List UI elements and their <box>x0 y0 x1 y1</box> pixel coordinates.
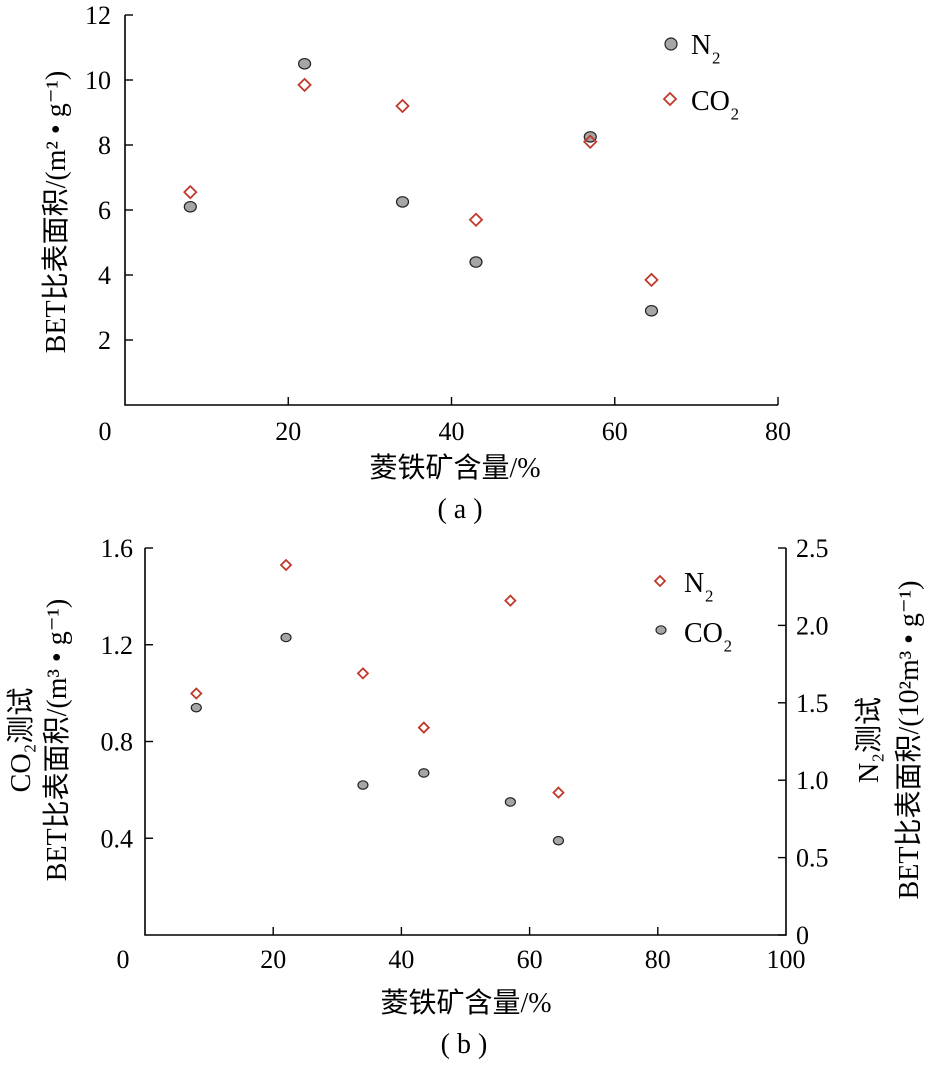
co2-point <box>280 632 292 643</box>
y-left-tick-label: 1.6 <box>101 534 134 563</box>
co2-point <box>504 797 516 807</box>
panel-b-ylabel-right-line2: BET比表面积/(10²m³ • g⁻¹) <box>893 581 925 900</box>
co2-point <box>552 835 565 846</box>
y-tick-label: 12 <box>85 1 111 30</box>
legend-co2-circle-marker <box>655 625 667 635</box>
y-left-tick-label: 0.4 <box>101 824 134 853</box>
panel-b-axes <box>144 548 787 936</box>
y-right-tick-label: 0.5 <box>796 844 829 873</box>
y-tick-label: 4 <box>98 261 111 290</box>
panel-a-axes <box>124 15 778 406</box>
x-tick-label: 20 <box>260 945 286 974</box>
co2-point <box>357 780 369 790</box>
y-tick-label: 2 <box>98 326 111 355</box>
x-tick-label: 100 <box>767 945 806 974</box>
legend-n2-label: N₂ <box>691 30 721 65</box>
n2-point <box>552 786 565 799</box>
co2-point <box>644 272 659 288</box>
x-tick-label: 0 <box>117 945 130 974</box>
panel-a-points <box>183 57 659 317</box>
panel-a-ticks: 0 20 40 60 80 2 4 6 8 10 12 <box>85 1 791 446</box>
y-left-tick-label: 1.2 <box>101 631 134 660</box>
x-tick-label: 0 <box>99 417 112 446</box>
panel-b-caption: ( b ) <box>441 1029 488 1060</box>
n2-point <box>297 57 312 70</box>
legend-co2-label: CO₂ <box>691 86 740 121</box>
legend-n2-diamond-marker <box>653 574 667 588</box>
legend-n2-label: N₂ <box>684 568 714 603</box>
y-tick-label: 10 <box>85 66 111 95</box>
n2-point <box>504 594 517 607</box>
co2-point <box>183 184 198 200</box>
y-right-tick-label: 2.0 <box>796 611 829 640</box>
panel-a-legend: N₂ CO₂ <box>662 30 740 121</box>
panel-b-ticks: 0 20 40 60 80 100 0.4 0.8 1.2 1.6 0 0.5 1.0 1.5 2.0 2.5 <box>101 534 829 974</box>
panel-a-caption: ( a ) <box>437 494 482 525</box>
legend-n2-circle-marker <box>664 37 678 51</box>
co2-point <box>395 98 410 114</box>
panel-a-ylabel: BET比表面积/(m² • g⁻¹) <box>40 71 72 353</box>
y-right-tick-label: 1.0 <box>796 766 829 795</box>
panel-b-ylabel-right-line1: N₂测试 <box>853 697 885 783</box>
x-tick-label: 20 <box>275 417 301 446</box>
co2-point <box>582 134 598 150</box>
co2-point <box>190 702 202 713</box>
y-tick-label: 6 <box>98 196 111 225</box>
panel-b-points <box>190 558 565 846</box>
x-tick-label: 60 <box>602 417 628 446</box>
co2-point <box>418 768 430 778</box>
y-right-tick-label: 2.5 <box>796 534 829 563</box>
y-left-tick-label: 0.8 <box>101 728 134 757</box>
n2-point <box>183 200 197 213</box>
n2-point <box>644 304 659 317</box>
x-tick-label: 80 <box>765 417 791 446</box>
panel-b-ylabel-left-line1: CO₂测试 <box>5 688 37 793</box>
y-tick-label: 8 <box>98 131 111 160</box>
panel-b-xlabel: 菱铁矿含量/% <box>380 987 551 1019</box>
panel-a-xlabel: 菱铁矿含量/% <box>369 452 540 484</box>
y-right-tick-label: 1.5 <box>796 689 829 718</box>
x-tick-label: 80 <box>645 945 671 974</box>
n2-point <box>469 256 483 268</box>
n2-point <box>395 196 410 208</box>
panel-b-legend: N₂ CO₂ <box>653 568 733 653</box>
x-tick-label: 40 <box>388 945 414 974</box>
co2-point <box>297 77 312 93</box>
co2-point <box>468 212 484 228</box>
legend-co2-diamond-marker <box>662 91 678 107</box>
n2-point <box>190 687 203 700</box>
panel-b-chart: 0 20 40 60 80 100 0.4 0.8 1.2 1.6 0 0.5 1.0 1.5 2.0 2.5… <box>5 534 925 1060</box>
n2-point <box>356 667 370 680</box>
panel-b-ylabel-left-line2: BET比表面积/(m³ • g⁻¹) <box>41 599 73 881</box>
y-right-tick-label: 0 <box>796 921 809 950</box>
panel-a-chart: 0 20 40 60 80 2 4 6 8 10 12 BET比表面积/(m² • g⁻¹) 菱铁矿… <box>40 1 791 525</box>
x-tick-label: 40 <box>439 417 465 446</box>
n2-point <box>417 721 431 734</box>
x-tick-label: 60 <box>517 945 543 974</box>
legend-co2-label: CO₂ <box>684 618 733 653</box>
n2-point <box>279 558 293 572</box>
